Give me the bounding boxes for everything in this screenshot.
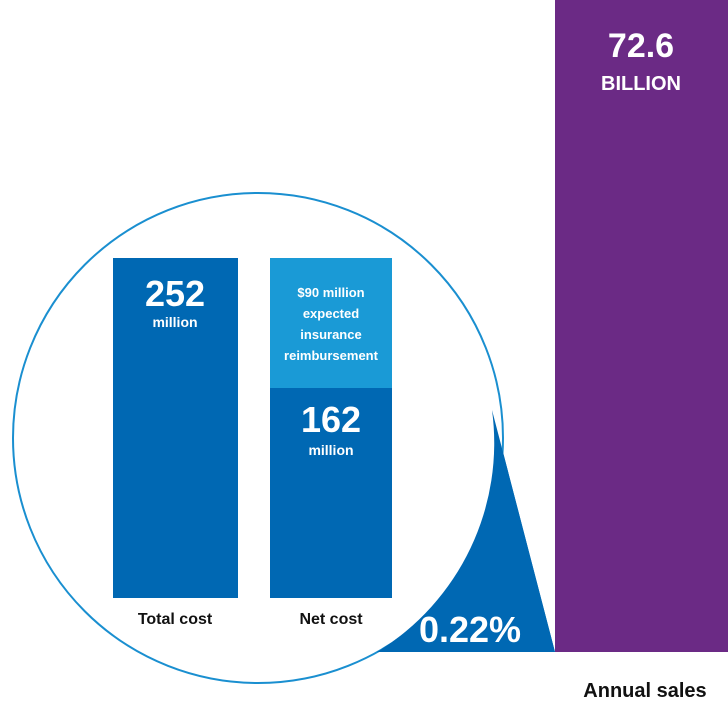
sales-label: Annual sales: [583, 680, 706, 702]
reimbursement-text: $90 million: [297, 285, 364, 300]
reimbursement-text: insurance: [300, 327, 361, 342]
zoom-wedge-front: [377, 410, 555, 652]
total-cost-unit: million: [152, 314, 197, 330]
sales-value: 72.6: [608, 27, 674, 65]
sales-bar: [555, 0, 728, 652]
net-cost-value: 162: [301, 399, 361, 440]
reimbursement-text: expected: [303, 306, 359, 321]
reimbursement-text: reimbursement: [284, 348, 379, 363]
net-cost-segment: [270, 388, 392, 598]
total-cost-value: 252: [145, 273, 205, 314]
total-cost-label: Total cost: [138, 611, 213, 628]
net-cost-unit: million: [308, 442, 353, 458]
sales-unit: BILLION: [601, 73, 681, 95]
share-label: 0.22%: [419, 609, 521, 650]
reimbursement-segment: [270, 258, 392, 388]
total-cost-bar: [113, 258, 238, 598]
net-cost-label: Net cost: [299, 611, 363, 628]
